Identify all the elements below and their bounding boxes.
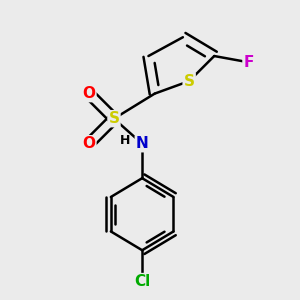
Text: F: F xyxy=(244,55,254,70)
Text: O: O xyxy=(82,136,95,151)
Text: S: S xyxy=(109,111,119,126)
Text: H: H xyxy=(120,134,130,147)
Text: O: O xyxy=(82,86,95,101)
Text: Cl: Cl xyxy=(134,274,150,289)
Text: S: S xyxy=(184,74,195,88)
Text: N: N xyxy=(136,136,148,151)
